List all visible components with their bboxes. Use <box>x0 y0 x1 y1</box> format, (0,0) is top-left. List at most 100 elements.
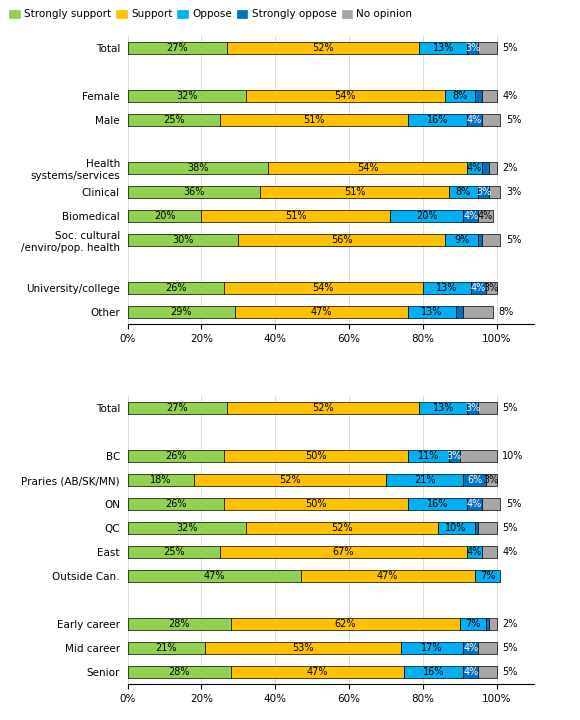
Bar <box>231 666 404 678</box>
Text: 20%: 20% <box>154 211 175 221</box>
Bar <box>404 666 463 678</box>
Text: 6%: 6% <box>467 475 482 485</box>
Text: 3%: 3% <box>484 475 499 485</box>
Bar <box>482 162 490 174</box>
Bar <box>386 474 463 486</box>
Bar <box>485 474 496 486</box>
Bar <box>401 642 463 654</box>
Bar <box>128 282 223 294</box>
Bar <box>449 450 460 462</box>
Bar <box>490 618 496 630</box>
Text: 32%: 32% <box>176 91 197 101</box>
Bar <box>128 618 231 630</box>
Text: 5%: 5% <box>506 115 521 125</box>
Bar <box>449 186 478 198</box>
Bar <box>128 498 223 510</box>
Bar <box>223 498 408 510</box>
Bar <box>220 114 408 126</box>
Bar <box>478 642 496 654</box>
Text: 25%: 25% <box>163 547 184 557</box>
Bar <box>474 90 482 102</box>
Bar <box>478 666 496 678</box>
Text: 54%: 54% <box>313 283 334 293</box>
Bar <box>482 114 501 126</box>
Text: 4%: 4% <box>467 115 482 125</box>
Bar <box>408 306 456 318</box>
Text: 13%: 13% <box>422 307 443 317</box>
Bar <box>478 522 496 534</box>
Text: 27%: 27% <box>166 43 188 53</box>
Bar <box>419 402 467 414</box>
Bar <box>482 498 501 510</box>
Text: 53%: 53% <box>292 643 314 653</box>
Bar <box>128 114 220 126</box>
Bar <box>128 42 227 54</box>
Bar <box>445 234 478 246</box>
Text: 3%: 3% <box>465 43 480 53</box>
Bar <box>128 306 235 318</box>
Bar <box>260 186 449 198</box>
Text: 52%: 52% <box>279 475 301 485</box>
Text: 16%: 16% <box>427 499 448 509</box>
Text: 51%: 51% <box>344 187 365 197</box>
Text: 4%: 4% <box>463 211 478 221</box>
Bar <box>128 546 220 558</box>
Bar <box>445 90 474 102</box>
Text: 32%: 32% <box>176 523 197 533</box>
Bar <box>408 114 467 126</box>
Text: 3%: 3% <box>476 187 491 197</box>
Bar <box>467 402 478 414</box>
Bar <box>463 474 485 486</box>
Bar <box>478 234 482 246</box>
Text: 4%: 4% <box>463 643 478 653</box>
Bar <box>463 642 478 654</box>
Text: 5%: 5% <box>502 523 517 533</box>
Text: 4%: 4% <box>478 211 493 221</box>
Text: 7%: 7% <box>480 571 495 581</box>
Bar <box>223 282 423 294</box>
Text: 26%: 26% <box>165 283 186 293</box>
Text: 16%: 16% <box>423 667 445 677</box>
Bar <box>227 402 419 414</box>
Text: 5%: 5% <box>502 667 517 677</box>
Bar <box>128 666 231 678</box>
Bar <box>467 42 478 54</box>
Bar <box>128 474 194 486</box>
Text: 52%: 52% <box>331 523 353 533</box>
Text: 47%: 47% <box>204 571 225 581</box>
Bar <box>460 450 496 462</box>
Text: 47%: 47% <box>377 571 398 581</box>
Bar <box>467 546 482 558</box>
Bar <box>390 210 463 222</box>
Text: 28%: 28% <box>169 667 190 677</box>
Text: 56%: 56% <box>331 235 353 245</box>
Bar <box>128 522 246 534</box>
Text: 3%: 3% <box>484 283 499 293</box>
Text: 17%: 17% <box>421 643 443 653</box>
Text: 4%: 4% <box>467 499 482 509</box>
Text: 4%: 4% <box>502 547 517 557</box>
Text: 9%: 9% <box>454 235 469 245</box>
Text: 67%: 67% <box>333 547 354 557</box>
Bar <box>128 570 301 582</box>
Bar <box>482 546 496 558</box>
Bar <box>478 402 496 414</box>
Bar <box>485 282 496 294</box>
Bar <box>128 234 238 246</box>
Bar <box>490 186 501 198</box>
Bar <box>467 498 482 510</box>
Bar <box>128 402 227 414</box>
Text: 11%: 11% <box>418 451 439 461</box>
Bar <box>474 522 478 534</box>
Bar <box>238 234 445 246</box>
Bar <box>246 522 438 534</box>
Text: 5%: 5% <box>506 499 521 509</box>
Text: 26%: 26% <box>165 451 186 461</box>
Text: 8%: 8% <box>456 187 471 197</box>
Text: 8%: 8% <box>499 307 514 317</box>
Bar <box>460 618 485 630</box>
Text: 8%: 8% <box>452 91 467 101</box>
Text: 4%: 4% <box>502 91 517 101</box>
Bar <box>235 306 408 318</box>
Bar <box>478 210 493 222</box>
